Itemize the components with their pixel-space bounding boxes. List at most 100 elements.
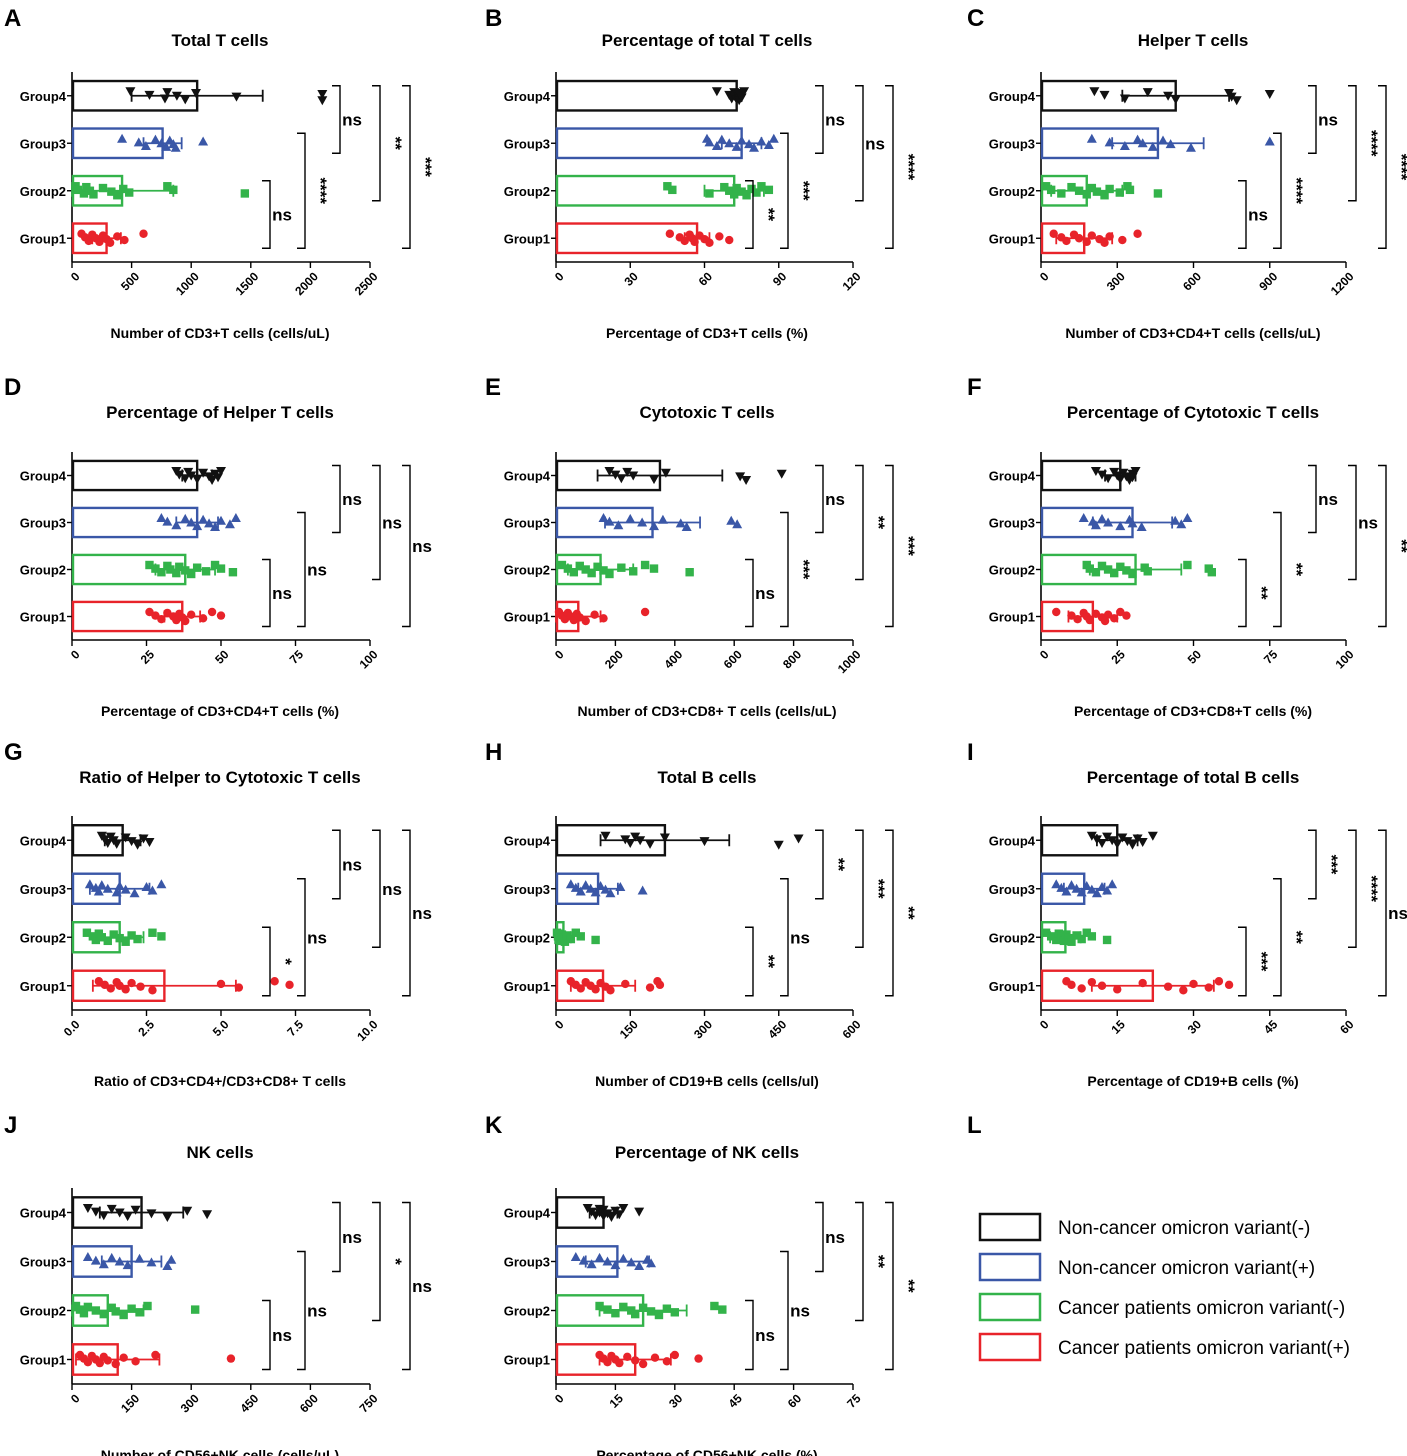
data-point [565,879,576,889]
data-point [685,568,694,577]
sig-bracket [262,180,271,249]
sig-label: *** [1252,952,1271,972]
group-label: Group4 [504,1206,551,1221]
data-point [147,885,158,895]
data-point [144,838,155,848]
data-point [216,564,226,573]
sig-bracket [855,1201,864,1322]
data-point [83,1358,93,1367]
x-tick-label: 45 [1261,1017,1281,1037]
data-point [90,1207,101,1217]
sig-bracket [332,464,341,534]
data-point [1086,831,1097,841]
data-point [655,980,665,990]
sig-label: *** [869,879,888,899]
sig-bracket [1348,829,1357,948]
x-tick-label: 50 [212,647,232,667]
data-point [1170,95,1181,105]
data-point [1105,232,1114,241]
data-point [216,515,226,525]
data-point [1100,616,1110,626]
data-point [1097,881,1107,891]
sig-bracket [1238,180,1247,249]
data-point [186,517,197,527]
data-point [1077,984,1086,993]
sig-label: ** [1392,539,1407,553]
data-point [1092,187,1102,196]
sig-bracket [297,878,306,997]
data-point [605,888,616,898]
data-point [604,516,615,526]
data-point [89,190,98,199]
x-tick-label: 300 [178,1391,202,1415]
sig-label: ns [342,111,362,130]
data-point [181,616,190,626]
group-label: Group1 [504,610,550,625]
data-point [1097,470,1107,480]
data-point [1082,928,1091,937]
data-point [133,934,142,944]
data-point [90,1255,101,1265]
data-point [606,1213,617,1222]
data-point [613,520,624,530]
data-point [602,1256,613,1266]
data-point [630,832,641,842]
sig-bracket [1273,132,1282,249]
data-point [731,141,742,151]
sig-bracket [332,829,341,900]
group-label: Group2 [504,563,550,578]
data-point [744,139,755,149]
data-point [103,1356,112,1365]
sig-bracket [372,829,381,948]
data-point [317,96,328,106]
chart-title: Percentage of Cytotoxic T cells [1067,403,1319,422]
data-point [578,1255,589,1265]
data-point [1138,978,1147,988]
x-tick-label: 45 [725,1391,745,1411]
panel-letter: H [485,739,502,766]
x-tick-label: 60 [696,269,716,289]
data-point [1086,884,1097,894]
data-point [111,1359,120,1369]
data-point [1100,238,1109,247]
x-tick-label: 60 [785,1391,805,1411]
data-point [1087,183,1097,193]
data-point [726,515,737,525]
data-point [1122,837,1133,847]
data-point [575,886,586,896]
panel-B: B Percentage of total T cells 0 30 60 90 120 Pe… [485,5,918,341]
group-label: Group4 [504,469,551,484]
data-point [614,1210,625,1220]
data-point [1105,184,1114,194]
data-point [1133,229,1142,238]
data-point [134,1253,145,1263]
data-point [638,1303,648,1312]
group-label: Group3 [504,136,550,151]
sig-bracket [372,464,381,581]
data-point [1125,185,1135,195]
data-point [716,134,727,144]
data-point [618,1204,629,1213]
group-label: Group2 [504,1304,550,1319]
data-point [96,880,107,890]
data-point [594,1252,605,1262]
legend-swatch-group1 [978,1332,1042,1362]
data-point [720,182,729,192]
sig-bracket [332,1201,341,1273]
data-point [591,935,600,945]
sig-label: ns [307,928,327,947]
data-point [659,833,670,843]
sig-bracket [332,85,341,154]
group-label: Group3 [989,516,1035,531]
x-tick-label: 0 [552,647,567,662]
data-point [665,229,675,238]
data-point [99,1309,108,1319]
data-point [680,236,689,246]
x-tick-label: 7.5 [284,1017,306,1039]
data-point [617,563,626,572]
data-point [201,567,211,576]
sig-label: ns [272,206,292,225]
sig-label: ns [342,490,362,509]
sig-label: * [386,1258,405,1265]
sig-label: ** [386,137,405,151]
